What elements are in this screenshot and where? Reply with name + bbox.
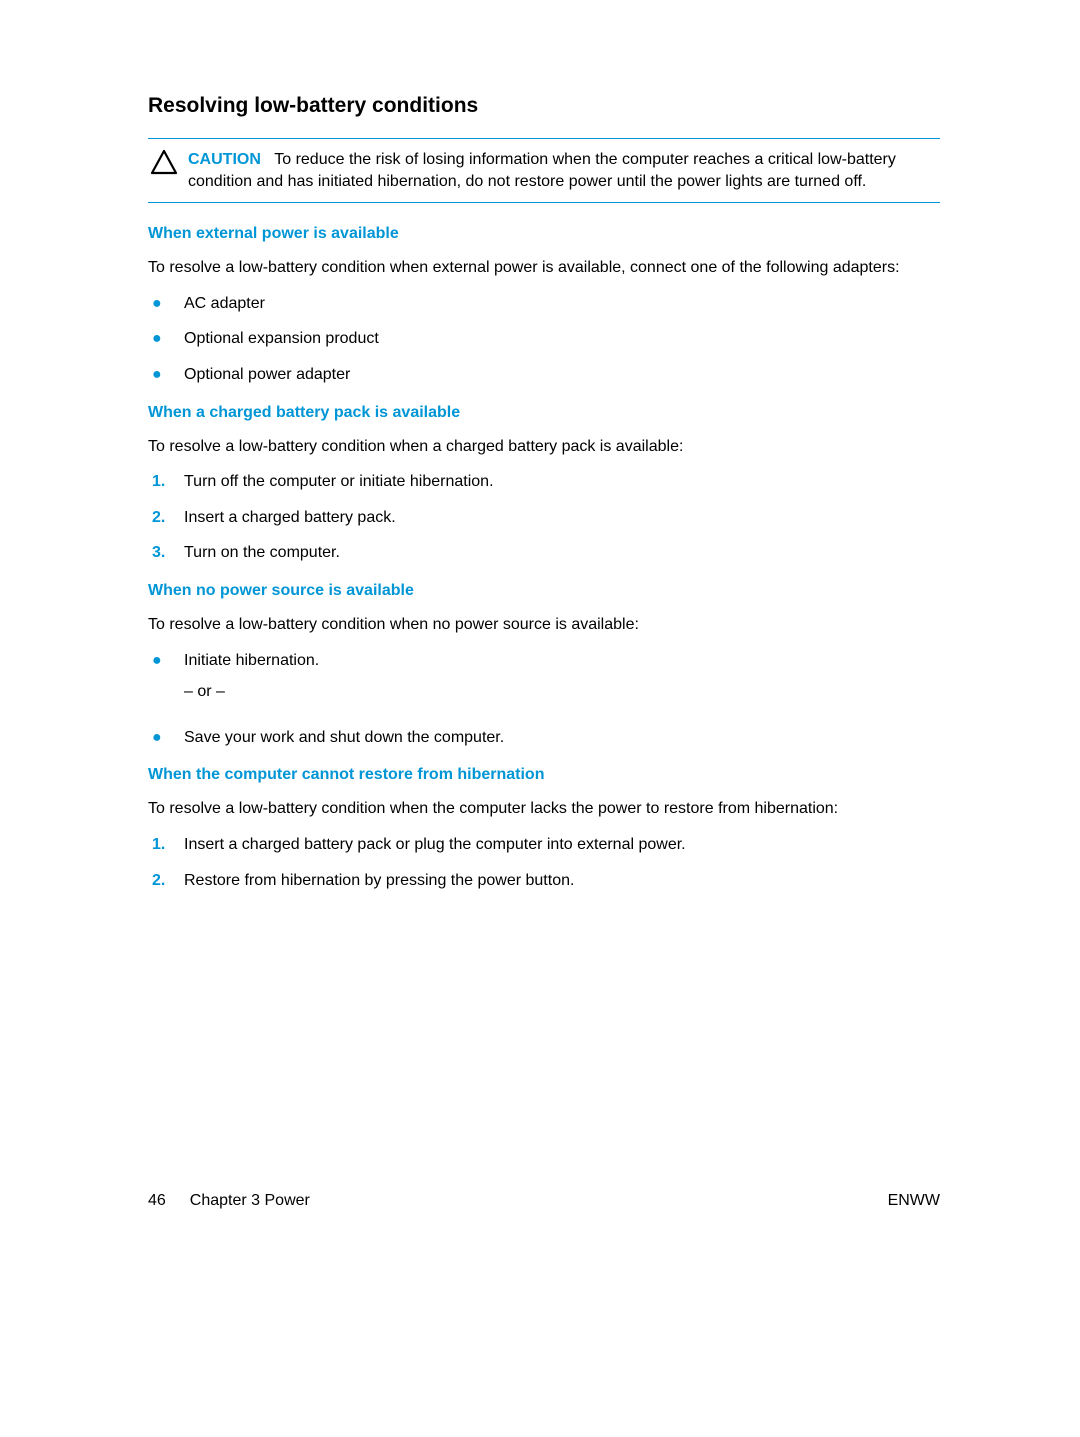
bullet-icon: ●	[148, 650, 184, 672]
warning-triangle-icon	[148, 149, 188, 180]
list-item: ● Initiate hibernation. – or –	[148, 650, 940, 713]
intro-cannot-restore: To resolve a low-battery condition when …	[148, 798, 940, 820]
page-title: Resolving low-battery conditions	[148, 94, 940, 118]
subhead-external-power: When external power is available	[148, 225, 940, 243]
list-external-power: ●AC adapter ●Optional expansion product …	[148, 293, 940, 386]
footer-left: 46 Chapter 3 Power	[148, 1192, 310, 1210]
bullet-icon: ●	[148, 727, 184, 749]
list-item: 1.Insert a charged battery pack or plug …	[148, 834, 940, 856]
list-item: 2.Insert a charged battery pack.	[148, 507, 940, 529]
list-item: 2.Restore from hibernation by pressing t…	[148, 870, 940, 892]
intro-no-power: To resolve a low-battery condition when …	[148, 614, 940, 636]
caution-text: CAUTION To reduce the risk of losing inf…	[188, 149, 940, 192]
caution-label: CAUTION	[188, 151, 261, 168]
list-cannot-restore: 1.Insert a charged battery pack or plug …	[148, 834, 940, 891]
step-number: 2.	[148, 870, 184, 892]
step-number: 2.	[148, 507, 184, 529]
bullet-icon: ●	[148, 364, 184, 386]
list-no-power: ● Initiate hibernation. – or – ●Save you…	[148, 650, 940, 749]
page-content: Resolving low-battery conditions CAUTION…	[148, 94, 940, 909]
chapter-label: Chapter 3 Power	[190, 1192, 310, 1210]
list-item: ●Optional power adapter	[148, 364, 940, 386]
subhead-cannot-restore: When the computer cannot restore from hi…	[148, 766, 940, 784]
list-item-text: Initiate hibernation.	[184, 652, 319, 669]
list-item: ●Optional expansion product	[148, 328, 940, 350]
bullet-icon: ●	[148, 293, 184, 315]
list-charged-battery: 1.Turn off the computer or initiate hibe…	[148, 471, 940, 564]
step-number: 1.	[148, 471, 184, 493]
list-item: 3.Turn on the computer.	[148, 542, 940, 564]
caution-body: To reduce the risk of losing information…	[188, 151, 896, 190]
bullet-icon: ●	[148, 328, 184, 350]
step-number: 3.	[148, 542, 184, 564]
intro-charged-battery: To resolve a low-battery condition when …	[148, 436, 940, 458]
page-footer: 46 Chapter 3 Power ENWW	[148, 1192, 940, 1210]
list-item: 1.Turn off the computer or initiate hibe…	[148, 471, 940, 493]
caution-box: CAUTION To reduce the risk of losing inf…	[148, 138, 940, 203]
subhead-charged-battery: When a charged battery pack is available	[148, 404, 940, 422]
page-number: 46	[148, 1192, 166, 1210]
subhead-no-power: When no power source is available	[148, 582, 940, 600]
footer-right: ENWW	[888, 1192, 940, 1210]
or-separator: – or –	[184, 681, 940, 703]
intro-external-power: To resolve a low-battery condition when …	[148, 257, 940, 279]
list-item: ●AC adapter	[148, 293, 940, 315]
list-item: ●Save your work and shut down the comput…	[148, 727, 940, 749]
step-number: 1.	[148, 834, 184, 856]
